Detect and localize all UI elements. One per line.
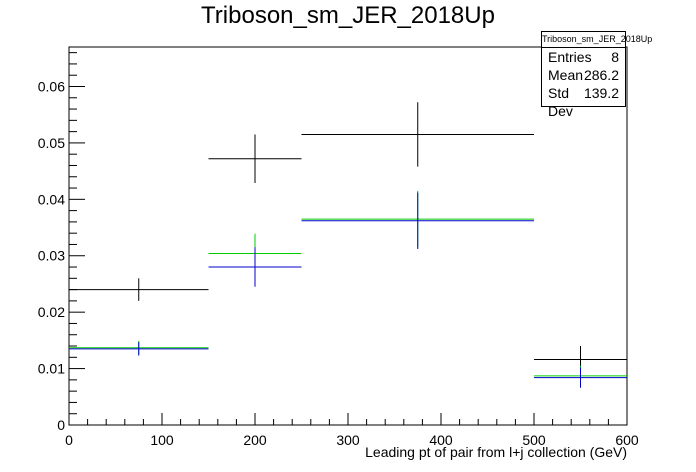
entries-value: 8	[611, 49, 619, 65]
stats-box-title: Triboson_sm_JER_2018Up	[542, 32, 652, 48]
series-2	[69, 192, 627, 388]
y-tick-label: 0.01	[38, 361, 65, 377]
y-tick-label: 0.06	[38, 78, 65, 94]
stats-mean-row: Mean 286.2	[542, 66, 625, 84]
x-tick-label: 500	[522, 432, 546, 448]
data-marks	[69, 102, 627, 388]
axes: 0 100 200 300 400 500 600 0 0.01 0.02 0.03 0.04 0.05…	[38, 46, 639, 460]
y-tick-label: 0.05	[38, 135, 65, 151]
stddev-label: Std Dev	[548, 85, 573, 119]
x-tick-label: 200	[243, 432, 267, 448]
entries-label: Entries	[548, 49, 592, 65]
mean-value: 286.2	[583, 67, 619, 83]
stats-stddev-row: Std Dev 139.2	[542, 84, 625, 120]
x-tick-label: 0	[65, 432, 73, 448]
y-tick-label: 0.02	[38, 304, 65, 320]
series-1	[69, 190, 627, 387]
x-tick-label: 400	[429, 432, 453, 448]
x-tick-label: 600	[615, 432, 639, 448]
series-0	[69, 102, 627, 374]
x-tick-label: 100	[150, 432, 174, 448]
stats-box: Triboson_sm_JER_2018Up Entries 8 Mean 28…	[541, 31, 652, 119]
x-axis-label: Leading pt of pair from l+j collection (…	[365, 444, 627, 460]
chart-title: Triboson_sm_JER_2018Up	[201, 2, 495, 29]
x-tick-label: 300	[336, 432, 360, 448]
stats-entries-row: Entries 8	[542, 48, 625, 66]
y-tick-label: 0	[57, 417, 65, 433]
mean-label: Mean	[548, 67, 584, 83]
stddev-value: 139.2	[583, 85, 619, 101]
y-tick-label: 0.04	[38, 191, 65, 207]
y-tick-label: 0.03	[38, 248, 65, 264]
